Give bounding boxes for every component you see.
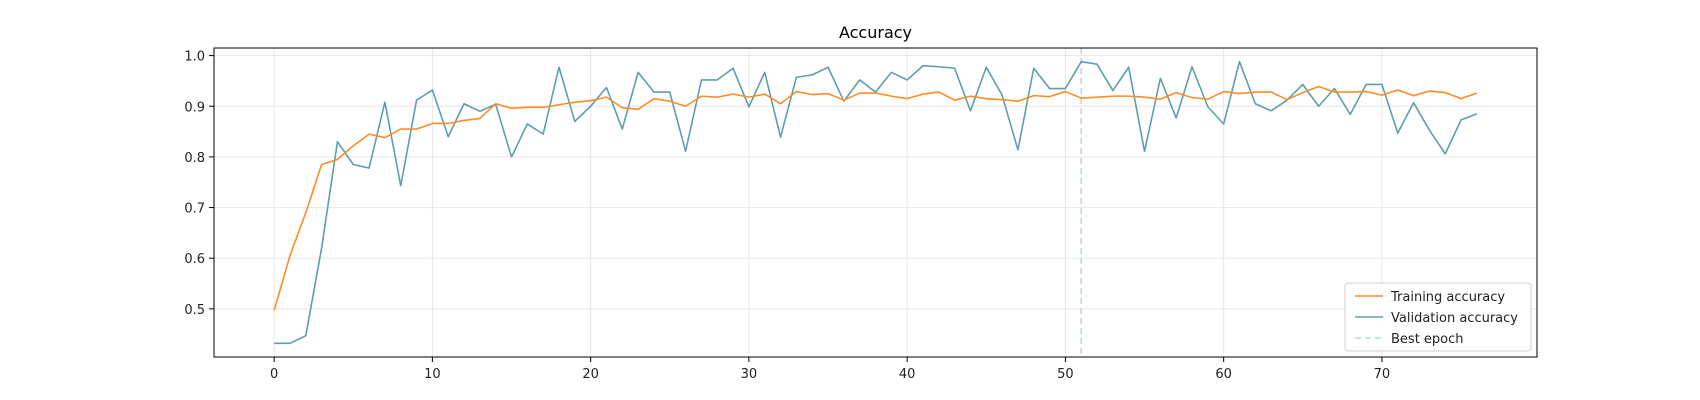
x-axis: 0 10 20 30 40 50 60 70: [270, 357, 1390, 382]
x-tick-label: 60: [1215, 367, 1232, 382]
x-tick-label: 0: [270, 367, 278, 382]
plot-frame: [213, 47, 1538, 358]
legend-label: Validation accuracy: [1391, 311, 1518, 326]
grid-lines: [214, 48, 1537, 357]
y-tick-label: 0.5: [184, 303, 205, 318]
legend-box: [1344, 282, 1532, 352]
legend-label: Best epoch: [1391, 332, 1464, 347]
legend: Training accuracy Validation accuracy Best…: [1344, 282, 1532, 352]
y-tick-label: 0.8: [184, 151, 205, 166]
x-tick-label: 70: [1374, 367, 1391, 382]
x-tick-label: 10: [424, 367, 441, 382]
validation-accuracy-line: [274, 60, 1478, 345]
x-tick-label: 30: [741, 367, 758, 382]
y-tick-label: 1.0: [184, 50, 205, 65]
y-tick-label: 0.7: [184, 202, 205, 217]
y-tick-label: 0.9: [184, 100, 205, 115]
x-tick-label: 40: [899, 367, 916, 382]
x-tick-label: 50: [1057, 367, 1074, 382]
x-tick-label: 20: [582, 367, 599, 382]
legend-label: Training accuracy: [1390, 290, 1505, 305]
y-tick-label: 0.6: [184, 252, 205, 267]
training-accuracy-line: [273, 85, 1478, 311]
y-axis: 0.5 0.6 0.7 0.8 0.9 1.0: [184, 50, 214, 318]
chart-title: Accuracy: [839, 23, 912, 42]
series-lines: [273, 60, 1478, 345]
